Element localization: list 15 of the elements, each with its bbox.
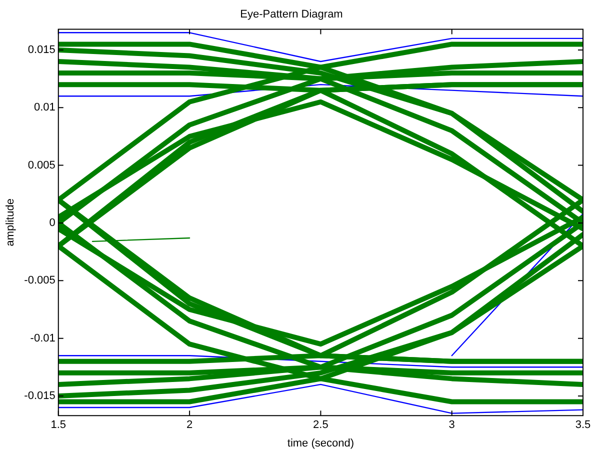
y-tick-label: 0 [49,217,56,230]
y-axis-title: amplitude [4,198,17,246]
y-tick-label: -0.015 [24,390,56,402]
chart-title: Eye-Pattern Diagram [240,8,343,21]
x-axis-title: time (second) [287,437,354,450]
x-tick-label: 3 [448,419,455,432]
y-tick-label: 0.015 [28,44,56,56]
x-tick-label: 3.5 [575,419,591,432]
x-tick-label: 2 [186,419,193,432]
y-tick-label: -0.01 [30,332,56,344]
y-tick-label: 0.005 [28,159,56,172]
y-tick-label: -0.005 [24,274,56,287]
x-tick-label: 1.5 [50,419,66,432]
y-tick-label: 0.01 [34,102,56,114]
x-tick-label: 2.5 [313,419,328,432]
